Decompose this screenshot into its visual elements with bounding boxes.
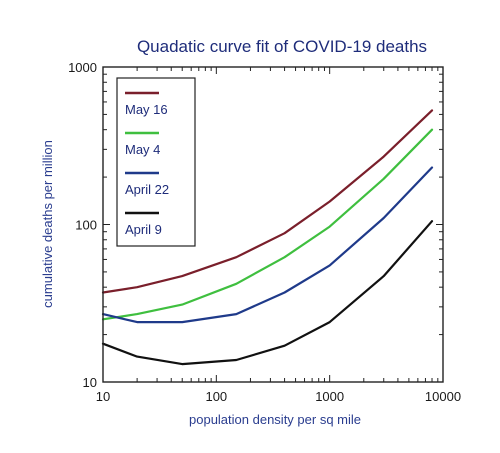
y-tick-label: 100 [75, 218, 97, 233]
legend-box [116, 77, 196, 247]
plot-area [101, 109, 434, 366]
legend-label: May 4 [125, 142, 160, 157]
x-tick-label: 100 [205, 389, 227, 404]
series-line-3 [101, 166, 434, 324]
chart-title: Quadatic curve fit of COVID-19 deaths [137, 37, 427, 56]
y-tick-label: 10 [83, 375, 97, 390]
legend-label: April 9 [125, 222, 162, 237]
x-tick-label: 10 [96, 389, 110, 404]
legend-label: May 16 [125, 102, 168, 117]
x-axis-label: population density per sq mile [189, 412, 361, 427]
x-tick-label: 10000 [425, 389, 461, 404]
series-line-4 [101, 220, 434, 366]
series-line-2 [101, 128, 434, 321]
y-tick-label: 1000 [68, 60, 97, 75]
series-line-1 [101, 109, 434, 294]
legend-label: April 22 [125, 182, 169, 197]
y-axis-label: cumulative deaths per million [40, 140, 55, 308]
axes: 10 100 1000 10000 10 100 1000 [68, 60, 461, 404]
x-tick-label: 1000 [315, 389, 344, 404]
legend: May 16 May 4 April 22 April 9 [116, 77, 196, 247]
